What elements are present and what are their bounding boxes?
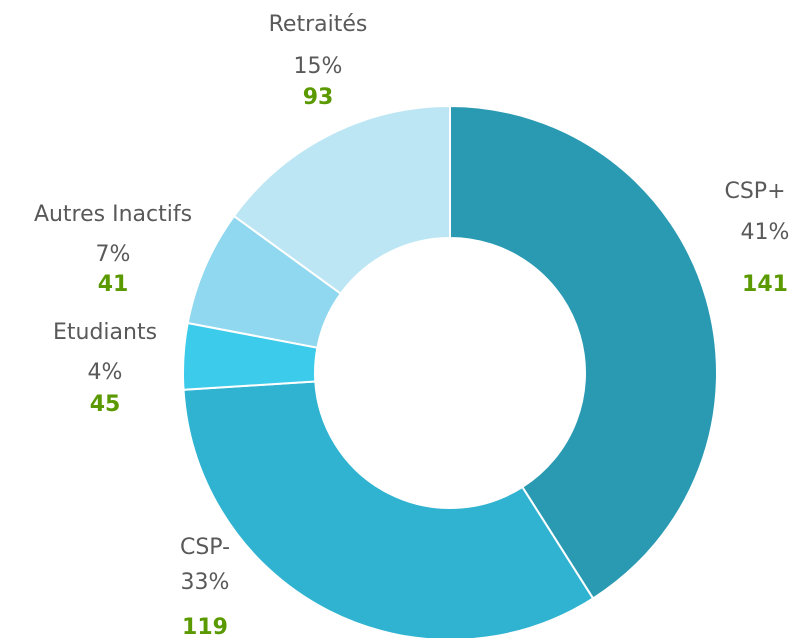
donut-slice [232,104,451,296]
percent-label: 41% [741,220,790,245]
count-label: 141 [742,272,788,297]
count-label: 41 [98,272,129,297]
count-label: 119 [182,615,228,638]
percent-label: 15% [294,54,343,79]
percent-label: 4% [88,360,123,385]
donut-slice [182,380,595,638]
slice-label: CSP- [180,535,230,560]
slice-label: CSP+ [724,179,785,204]
slice-label: Etudiants [53,320,157,345]
percent-label: 33% [181,570,230,595]
count-label: 45 [90,392,121,417]
percent-label: 7% [96,242,131,267]
slice-label: Autres Inactifs [34,202,192,227]
donut-slice [449,104,718,600]
count-label: 93 [303,85,334,110]
slice-label: Retraités [269,12,368,37]
